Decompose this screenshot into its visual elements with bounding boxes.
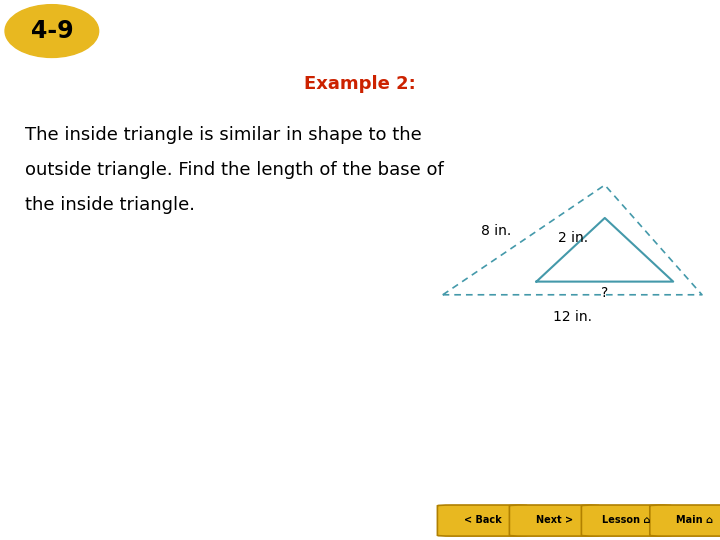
FancyBboxPatch shape: [649, 505, 720, 536]
Text: 8 in.: 8 in.: [481, 224, 511, 238]
Ellipse shape: [5, 5, 99, 57]
Text: 2 in.: 2 in.: [558, 231, 588, 245]
FancyBboxPatch shape: [582, 505, 671, 536]
Text: Next >: Next >: [536, 515, 573, 525]
Text: Using Similar Figures: Using Similar Figures: [112, 17, 446, 45]
Text: 4-9: 4-9: [30, 19, 73, 43]
Text: © HOLT McDOUGAL, All Rights Reserved: © HOLT McDOUGAL, All Rights Reserved: [9, 515, 191, 524]
FancyBboxPatch shape: [510, 505, 599, 536]
Text: outside triangle. Find the length of the base of: outside triangle. Find the length of the…: [25, 161, 444, 179]
Text: Main ⌂: Main ⌂: [676, 515, 714, 525]
Text: the inside triangle.: the inside triangle.: [25, 196, 195, 214]
Text: Example 2:: Example 2:: [304, 75, 416, 93]
Text: The inside triangle is similar in shape to the: The inside triangle is similar in shape …: [25, 126, 422, 144]
Text: ?: ?: [601, 286, 608, 300]
Text: < Back: < Back: [464, 515, 501, 525]
FancyBboxPatch shape: [438, 505, 527, 536]
Text: Lesson ⌂: Lesson ⌂: [602, 515, 651, 525]
Text: 12 in.: 12 in.: [553, 310, 592, 324]
